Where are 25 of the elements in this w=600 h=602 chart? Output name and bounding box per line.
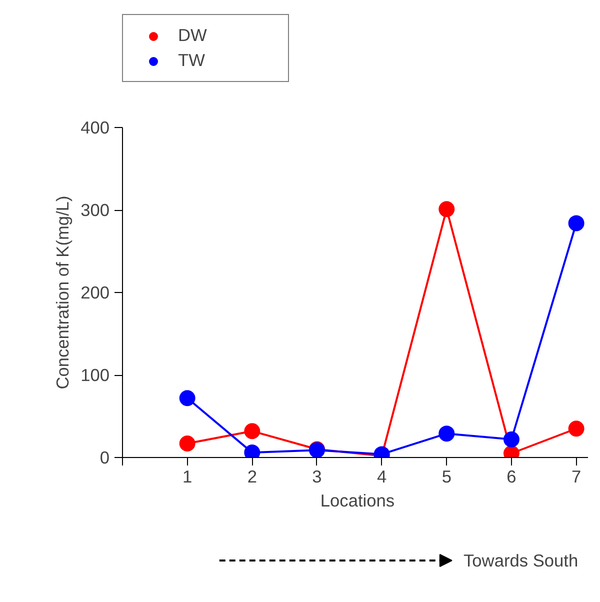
- x-tick-label: 3: [312, 466, 322, 486]
- text: Towards South: [464, 550, 578, 570]
- y-tick-label: 200: [80, 282, 110, 302]
- x-tick-label: 7: [571, 466, 582, 486]
- y-tick-label: 300: [80, 200, 110, 220]
- point: [179, 435, 196, 452]
- legend-label: TW: [178, 50, 206, 71]
- x-tick-label: 4: [376, 466, 387, 486]
- point: [438, 426, 455, 442]
- x-tick-label: 2: [247, 466, 257, 486]
- point: [503, 431, 520, 448]
- y-tick-label: 100: [80, 365, 110, 385]
- point: [438, 201, 455, 218]
- y-tick-label: 400: [80, 118, 110, 138]
- point: [244, 423, 260, 440]
- point: [568, 420, 584, 437]
- x-tick-label: 1: [182, 466, 192, 486]
- y-tick-label: 0: [100, 448, 110, 468]
- x-tick-label: 5: [442, 466, 452, 486]
- legend-label: DW: [178, 25, 208, 46]
- point: [568, 215, 584, 232]
- x-axis-title: Locations: [320, 490, 395, 510]
- y-axis-title: Concentration of K(mg/L): [52, 196, 73, 390]
- point: [179, 390, 196, 406]
- x-tick-label: 6: [506, 466, 516, 486]
